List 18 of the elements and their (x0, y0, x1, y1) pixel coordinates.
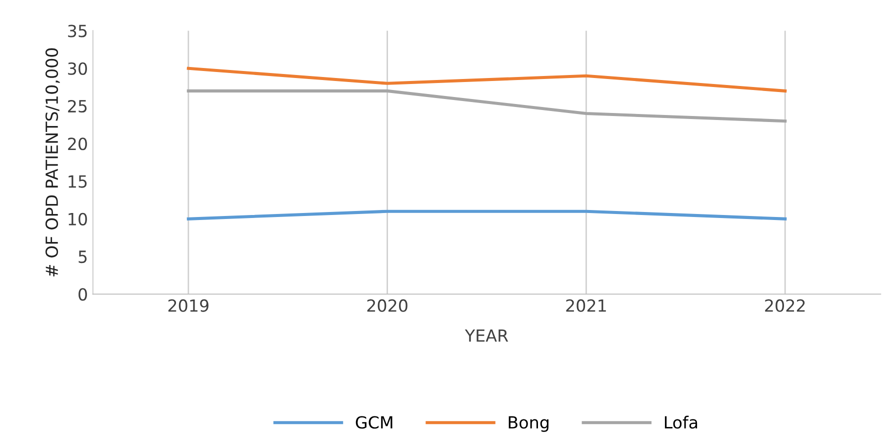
legend-label: Lofa (664, 416, 698, 429)
y-tick-label: 5 (78, 250, 87, 264)
y-tick-label: 30 (68, 62, 87, 75)
x-tick-label: 2021 (566, 299, 606, 312)
y-tick-label: 10 (68, 212, 87, 226)
legend-label: Bong (508, 416, 548, 432)
x-tick-label: 2020 (367, 299, 408, 312)
y-tick-label: 0 (78, 288, 87, 301)
line-series (186, 66, 787, 92)
y-axis-title: # OF OPD PATIENTS/10,000 (45, 48, 60, 276)
x-tick-label: 2022 (765, 299, 805, 312)
y-tick-label: 20 (68, 138, 87, 150)
y-tick-label: 15 (68, 175, 87, 188)
y-tick-label: 35 (68, 24, 87, 38)
y-tick-label: 25 (68, 100, 87, 113)
legend-label: GCM (356, 416, 392, 429)
x-axis-title: YEAR (464, 330, 508, 342)
x-tick-label: 2019 (168, 299, 208, 312)
